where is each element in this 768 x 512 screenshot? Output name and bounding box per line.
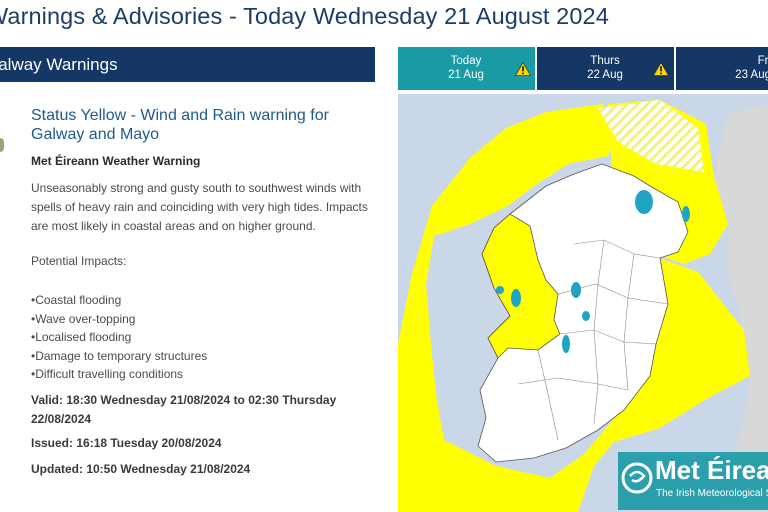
met-eireann-logo-icon: [618, 452, 768, 510]
impact-item: Wave over-topping: [31, 310, 207, 329]
tab-day-label: Today: [450, 55, 482, 67]
valid-period: Valid: 18:30 Wednesday 21/08/2024 to 02:…: [31, 393, 337, 426]
tab-friday[interactable]: Fri 23 Aug: [676, 47, 768, 90]
issued-time: Issued: 16:18 Tuesday 20/08/2024: [31, 436, 222, 450]
logo-tagline: The Irish Meteorological Service: [656, 488, 768, 499]
impact-item: Coastal flooding: [31, 291, 207, 310]
warning-triangle-icon: [515, 62, 531, 76]
page-title: Warnings & Advisories - Today Wednesday …: [0, 3, 609, 29]
tab-day-label: Thurs: [590, 55, 620, 67]
impact-item: Difficult travelling conditions: [31, 365, 207, 384]
impact-item: Damage to temporary structures: [31, 347, 207, 366]
tab-day-label: Fri: [757, 55, 768, 67]
logo-name: Met Éireann: [655, 455, 768, 485]
warning-triangle-icon: [653, 62, 669, 76]
warning-area-thumbnail: [0, 138, 4, 152]
warning-description: Unseasonably strong and gusty south to s…: [31, 181, 368, 233]
warning-issuer: Met Éireann Weather Warning: [31, 154, 201, 168]
warning-map[interactable]: [398, 94, 768, 512]
tab-today[interactable]: Today 21 Aug: [398, 47, 535, 90]
tab-date-label: 22 Aug: [587, 69, 623, 81]
impacts-list: Coastal flooding Wave over-topping Local…: [31, 291, 207, 384]
impacts-label: Potential Impacts:: [31, 254, 127, 268]
ireland-warning-map-graphic: [398, 100, 768, 512]
tab-date-label: 23 Aug: [735, 69, 768, 81]
tab-thursday[interactable]: Thurs 22 Aug: [537, 47, 674, 90]
warning-heading[interactable]: Status Yellow - Wind and Rain warning fo…: [31, 107, 329, 143]
updated-time: Updated: 10:50 Wednesday 21/08/2024: [31, 462, 251, 476]
impact-item: Localised flooding: [31, 328, 207, 347]
panel-header: Galway Warnings: [0, 47, 375, 82]
panel-header-label: Galway Warnings: [0, 55, 118, 74]
tab-date-label: 21 Aug: [448, 69, 484, 81]
